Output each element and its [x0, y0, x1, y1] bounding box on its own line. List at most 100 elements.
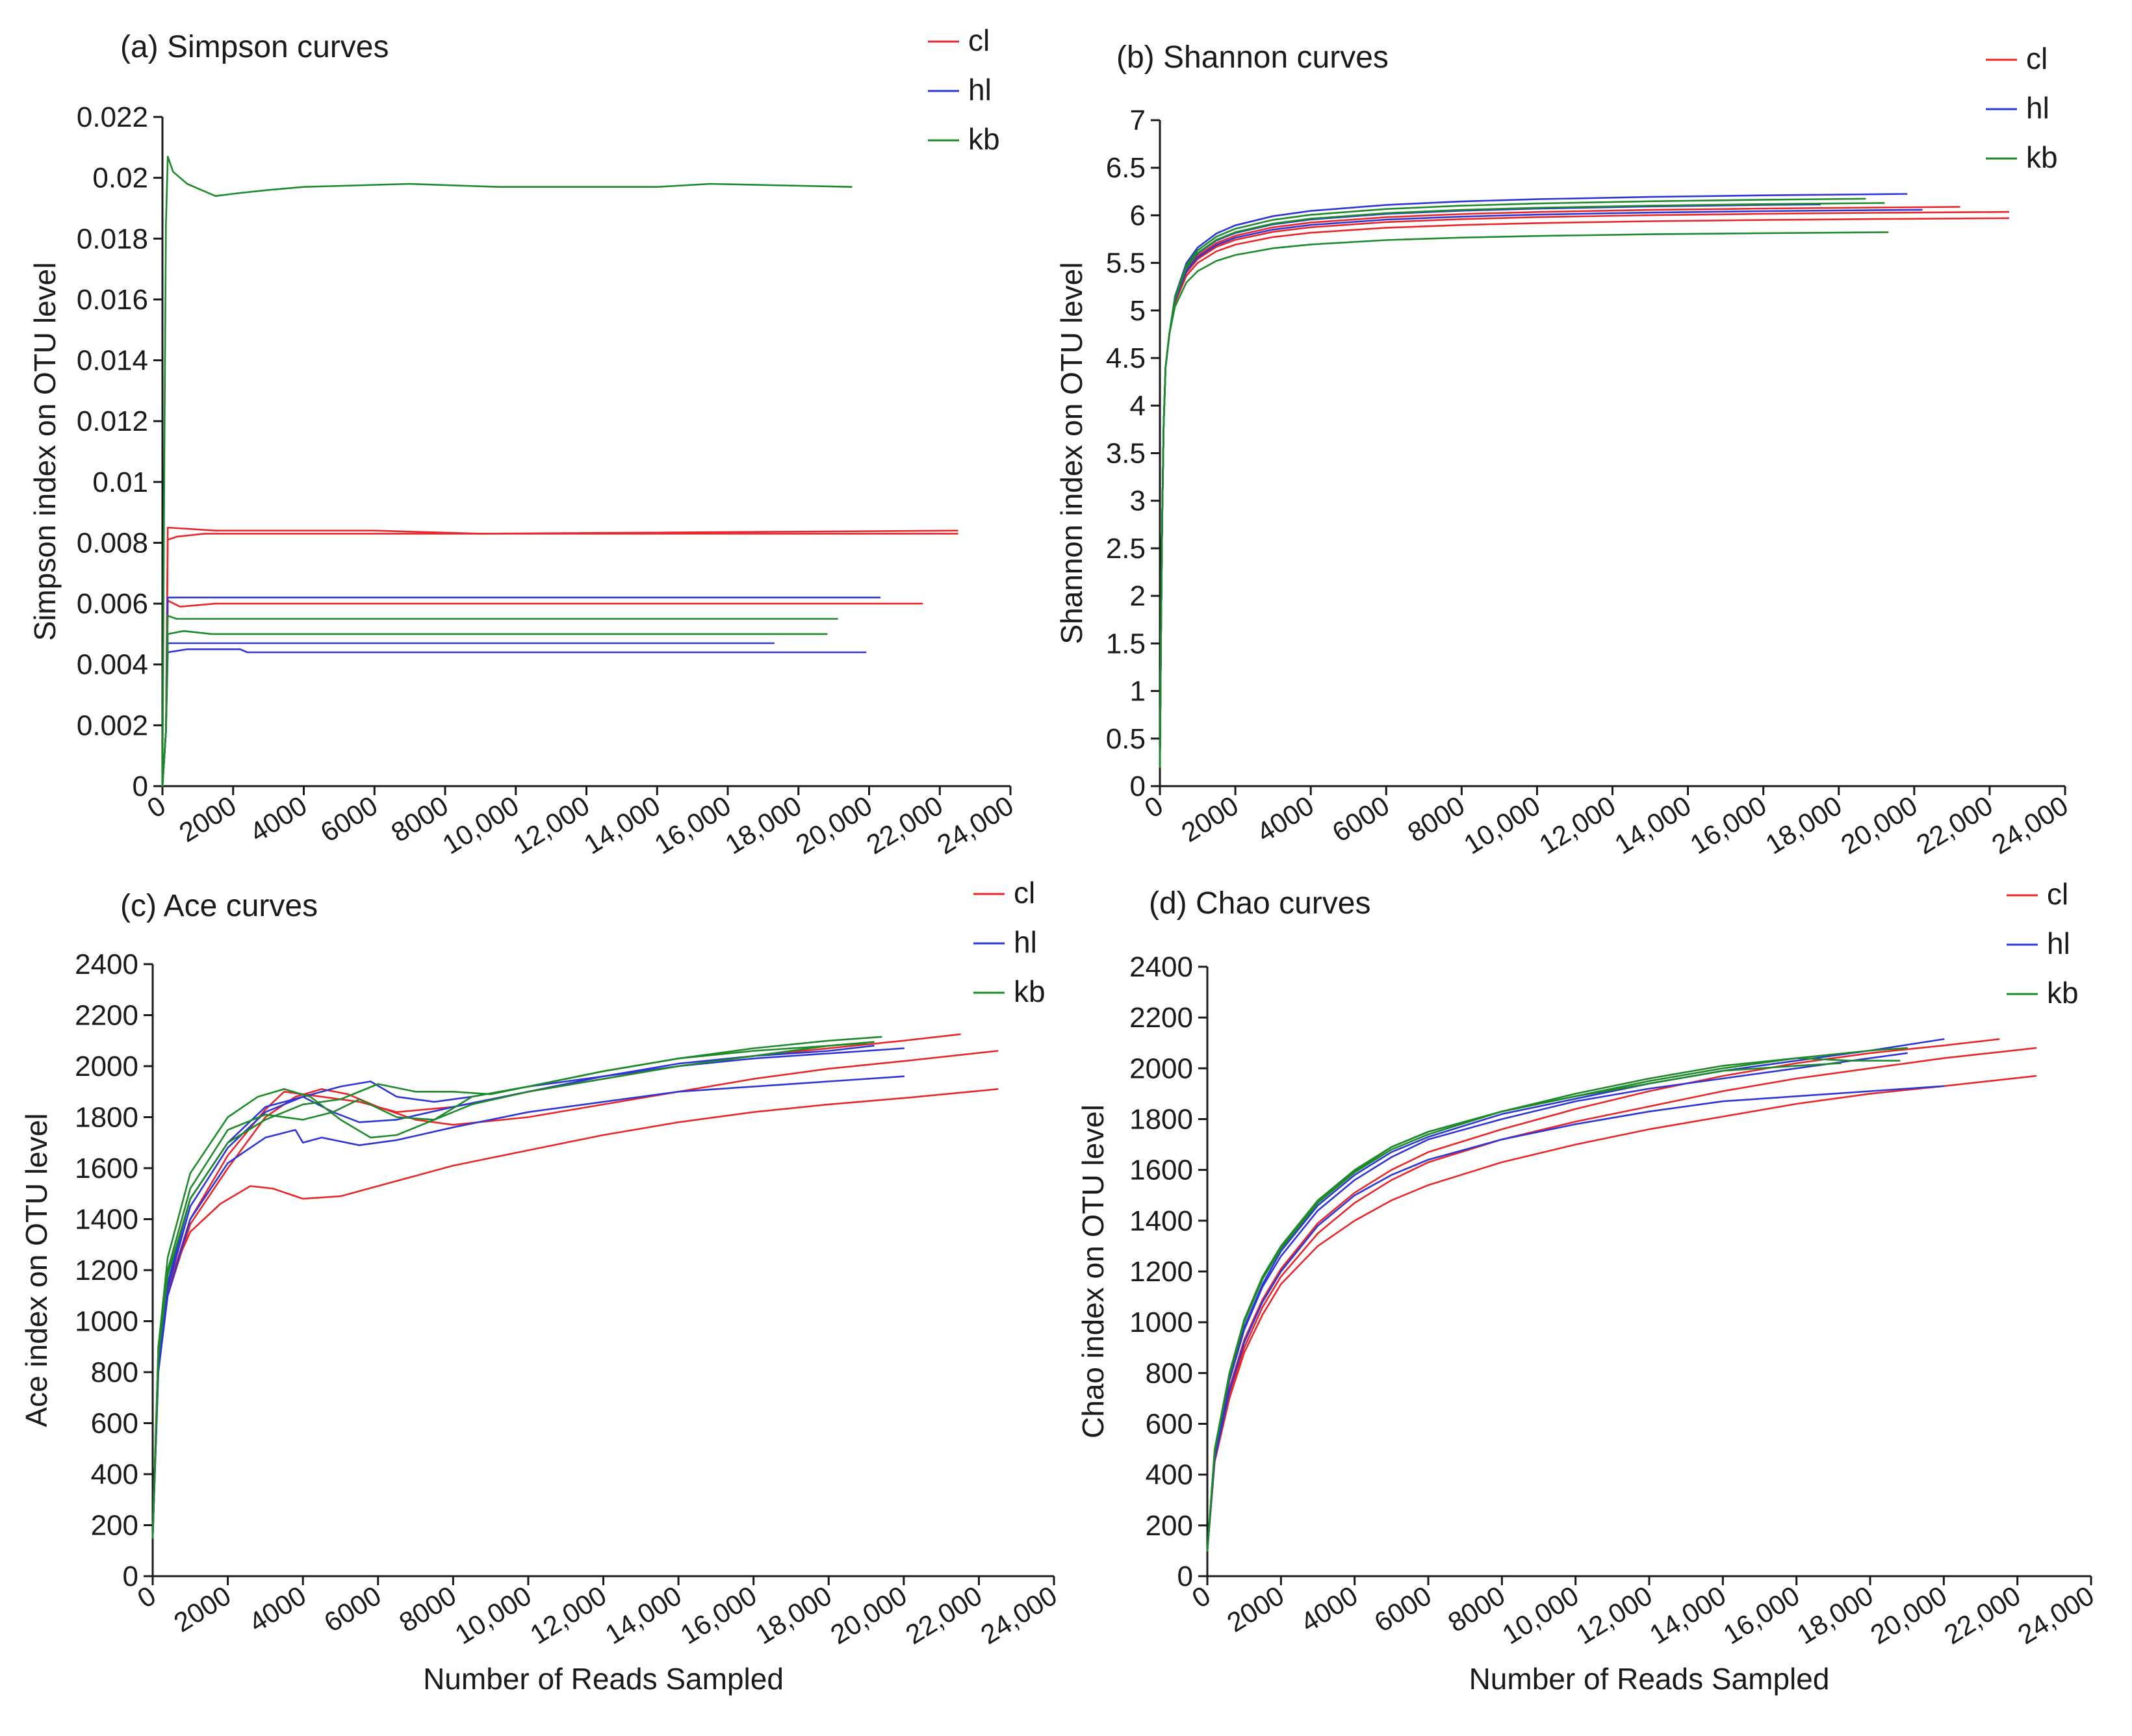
y-tick-label: 400 [91, 1459, 138, 1490]
y-tick-label: 0.022 [77, 101, 148, 133]
y-tick-label: 800 [91, 1357, 138, 1388]
y-tick-label: 400 [1146, 1459, 1193, 1491]
y-tick-label: 6 [1130, 199, 1146, 231]
series-line-kb [1206, 1062, 1842, 1552]
series-line-kb [1206, 1047, 1908, 1552]
y-tick-label: 0 [133, 771, 148, 802]
y-tick-label: 6.5 [1106, 152, 1146, 184]
series-line-hl [161, 596, 881, 787]
chart-title: (b) Shannon curves [1116, 40, 1389, 75]
x-tick-label: 4000 [1252, 790, 1319, 848]
series-line-cl [161, 533, 958, 787]
series-line-kb [151, 1036, 882, 1539]
y-tick-label: 2200 [75, 1000, 138, 1032]
legend-label-cl: cl [1014, 876, 1035, 910]
chart-title: (d) Chao curves [1149, 886, 1370, 921]
y-tick-label: 1200 [1129, 1256, 1193, 1288]
x-tick-label: 22,000 [861, 790, 948, 860]
x-tick-label: 10,000 [1497, 1580, 1584, 1650]
series-line-hl [151, 1047, 905, 1539]
y-tick-label: 0 [123, 1561, 138, 1592]
legend-label-cl: cl [2047, 877, 2068, 911]
series-line-cl [1206, 1075, 2037, 1552]
series-line-kb [1159, 231, 1889, 768]
x-tick-label: 14,000 [578, 790, 665, 860]
y-tick-label: 600 [91, 1408, 138, 1440]
chart-title: (c) Ace curves [120, 889, 318, 923]
series-line-kb [151, 1042, 867, 1539]
y-tick-label: 1600 [75, 1153, 138, 1184]
series-line-kb [161, 630, 828, 787]
series-line-cl [1159, 211, 2010, 768]
x-tick-label: 16,000 [1718, 1580, 1805, 1650]
x-tick-label: 2000 [1222, 1580, 1289, 1638]
x-tick-label: 0 [132, 1580, 161, 1614]
legend-label-kb: kb [968, 122, 1000, 156]
y-tick-label: 0.002 [77, 709, 148, 741]
x-tick-label: 8000 [1402, 790, 1470, 848]
y-axis-label: Chao index on OTU level [1076, 1104, 1110, 1438]
y-tick-label: 2 [1130, 580, 1146, 612]
y-tick-label: 7 [1130, 105, 1146, 136]
y-tick-label: 4.5 [1106, 342, 1146, 374]
chart-d: (d) Chao curves 0 200 400 600 800 1000 1200 1400… [1076, 877, 2100, 1696]
y-tick-label: 0 [1177, 1561, 1193, 1592]
series-line-cl [1206, 1047, 2037, 1552]
x-tick-label: 24,000 [2012, 1580, 2100, 1650]
y-tick-label: 1000 [1129, 1307, 1193, 1338]
series-line-hl [161, 648, 867, 787]
y-tick-label: 2.5 [1106, 533, 1146, 565]
x-tick-label: 0 [1139, 790, 1168, 824]
x-tick-label: 10,000 [1458, 790, 1545, 860]
y-tick-label: 0.5 [1106, 723, 1146, 755]
x-tick-label: 14,000 [1609, 790, 1696, 860]
x-tick-label: 24,000 [1986, 790, 2074, 860]
x-tick-label: 14,000 [600, 1580, 687, 1650]
y-tick-label: 0.01 [92, 466, 148, 498]
series-line-hl [161, 642, 775, 787]
chart-b: (b) Shannon curves 0 0.5 1 1.5 2 2.5 3 3.5 4 4.5 5 5… [1055, 40, 2074, 860]
y-tick-label: 1400 [1129, 1205, 1193, 1237]
y-tick-label: 0.006 [77, 588, 148, 620]
y-tick-label: 2000 [1129, 1053, 1193, 1084]
x-tick-label: 8000 [394, 1580, 461, 1638]
y-tick-label: 1600 [1129, 1155, 1193, 1186]
y-tick-label: 1400 [75, 1204, 138, 1236]
y-tick-label: 4 [1130, 390, 1146, 422]
x-tick-label: 12,000 [507, 790, 595, 860]
x-tick-label: 2000 [168, 1580, 236, 1638]
x-tick-label: 18,000 [1792, 1580, 1879, 1650]
legend-label-hl: hl [2026, 91, 2049, 125]
legend-label-kb: kb [2047, 976, 2079, 1010]
series-line-hl [1159, 203, 1821, 768]
y-tick-label: 2200 [1129, 1002, 1193, 1034]
x-tick-label: 22,000 [1939, 1580, 2026, 1650]
series-line-hl [1206, 1085, 1945, 1552]
y-tick-label: 5.5 [1106, 248, 1146, 279]
x-tick-label: 6000 [1369, 1580, 1437, 1638]
x-tick-label: 20,000 [1865, 1580, 1952, 1650]
x-tick-label: 2000 [1176, 790, 1244, 848]
x-tick-label: 4000 [244, 790, 312, 848]
x-tick-label: 12,000 [1534, 790, 1621, 860]
series-line-kb [1159, 202, 1885, 768]
x-tick-label: 4000 [1295, 1580, 1363, 1638]
x-tick-label: 12,000 [524, 1580, 611, 1650]
x-tick-label: 14,000 [1644, 1580, 1731, 1650]
y-axis-label: Shannon index on OTU level [1055, 262, 1088, 644]
y-tick-label: 0.008 [77, 527, 148, 559]
x-tick-label: 24,000 [975, 1580, 1062, 1650]
x-tick-label: 6000 [1327, 790, 1394, 848]
x-tick-label: 16,000 [1685, 790, 1772, 860]
x-tick-label: 24,000 [932, 790, 1019, 860]
x-tick-label: 16,000 [649, 790, 736, 860]
y-tick-label: 5 [1130, 295, 1146, 327]
y-tick-label: 0.012 [77, 405, 148, 437]
series-line-kb [161, 155, 853, 787]
y-tick-label: 1200 [75, 1255, 138, 1286]
chart-c: (c) Ace curves 0 200 400 600 800 1000 1200 1400 1… [19, 876, 1062, 1696]
x-tick-label: 6000 [315, 790, 383, 848]
series-line-cl [1159, 206, 1960, 768]
x-tick-label: 0 [1187, 1580, 1216, 1614]
